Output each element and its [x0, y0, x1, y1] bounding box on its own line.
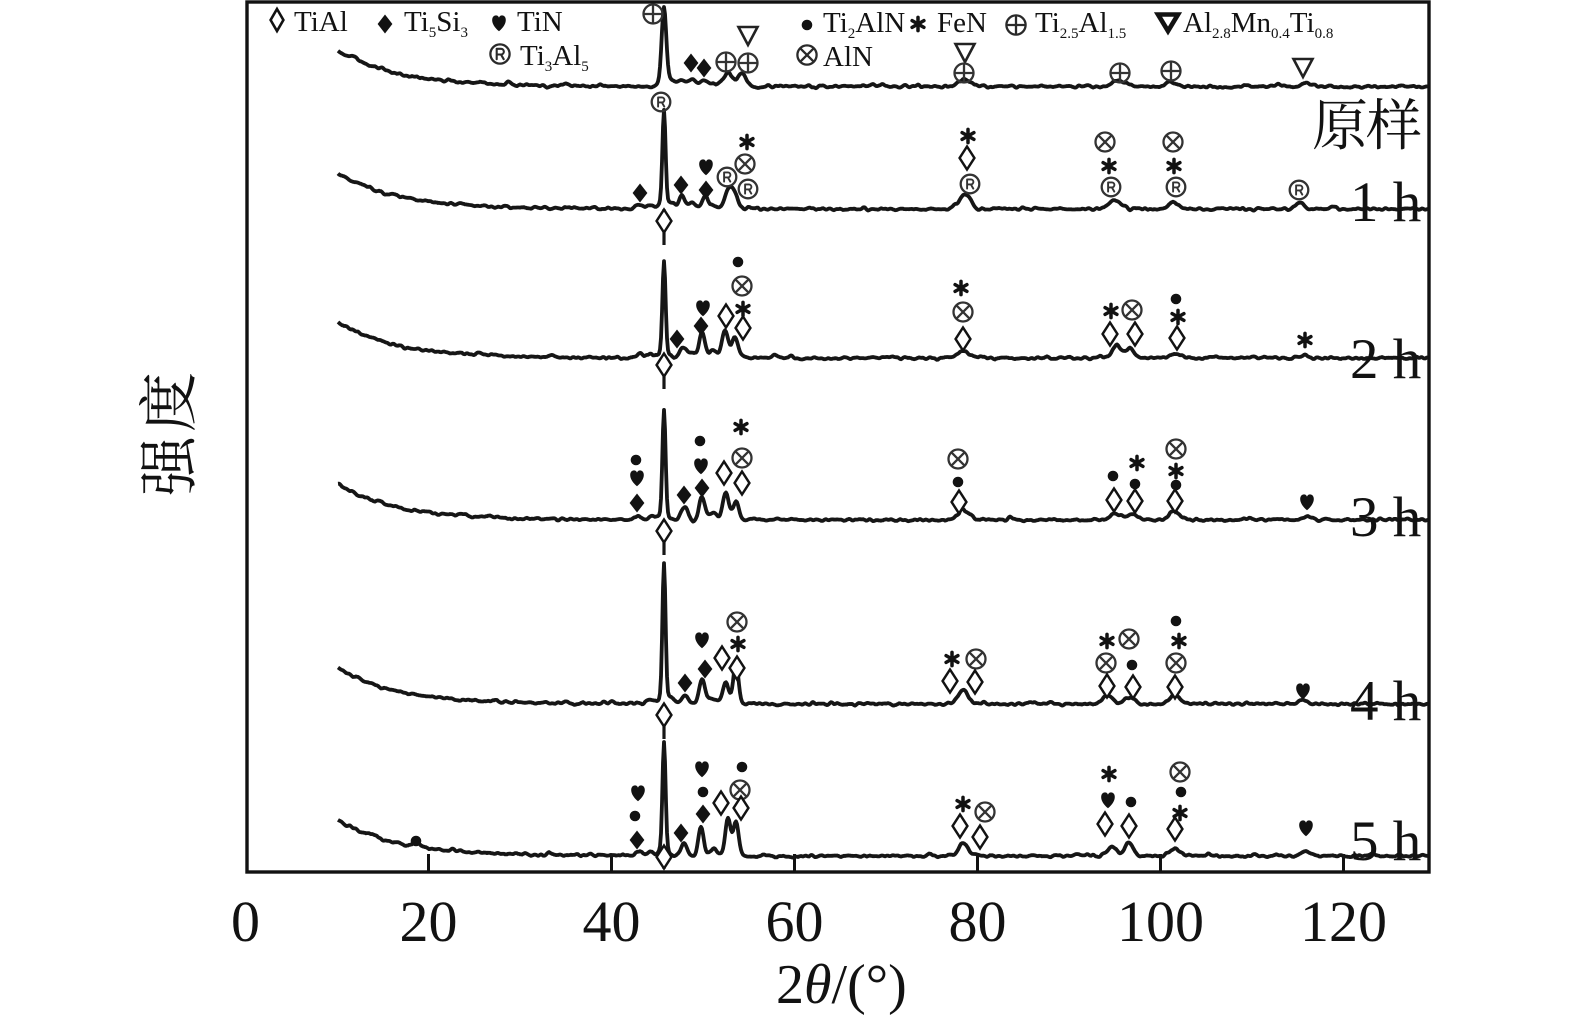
svg-text:0: 0: [231, 889, 260, 954]
svg-text:Al2.8​Mn0.4​Ti0.8​: Al2.8​Mn0.4​Ti0.8​: [1183, 7, 1333, 42]
svg-text:20: 20: [400, 889, 458, 954]
svg-text:AlN: AlN: [823, 41, 873, 73]
svg-text:3 h: 3 h: [1350, 486, 1421, 549]
svg-text:5 h: 5 h: [1350, 810, 1421, 873]
svg-text:100: 100: [1117, 889, 1204, 954]
svg-text:TiN: TiN: [517, 6, 563, 38]
svg-text:2 h: 2 h: [1350, 328, 1421, 391]
svg-text:Ti3​Al5​: Ti3​Al5​: [520, 40, 589, 75]
svg-text:120: 120: [1300, 889, 1387, 954]
svg-text:4 h: 4 h: [1350, 670, 1421, 733]
svg-text:Ti5​Si3​: Ti5​Si3​: [404, 6, 468, 41]
svg-text:2θ/(°): 2θ/(°): [776, 954, 907, 1016]
svg-text:60: 60: [766, 889, 824, 954]
svg-text:TiAl: TiAl: [294, 6, 348, 38]
svg-text:Ti2​AlN: Ti2​AlN: [823, 7, 905, 42]
svg-text:Ti2.5​Al1.5​: Ti2.5​Al1.5​: [1035, 7, 1126, 42]
svg-text:FeN: FeN: [937, 7, 987, 39]
svg-text:40: 40: [583, 889, 641, 954]
svg-text:1 h: 1 h: [1350, 171, 1421, 234]
svg-text:80: 80: [949, 889, 1007, 954]
